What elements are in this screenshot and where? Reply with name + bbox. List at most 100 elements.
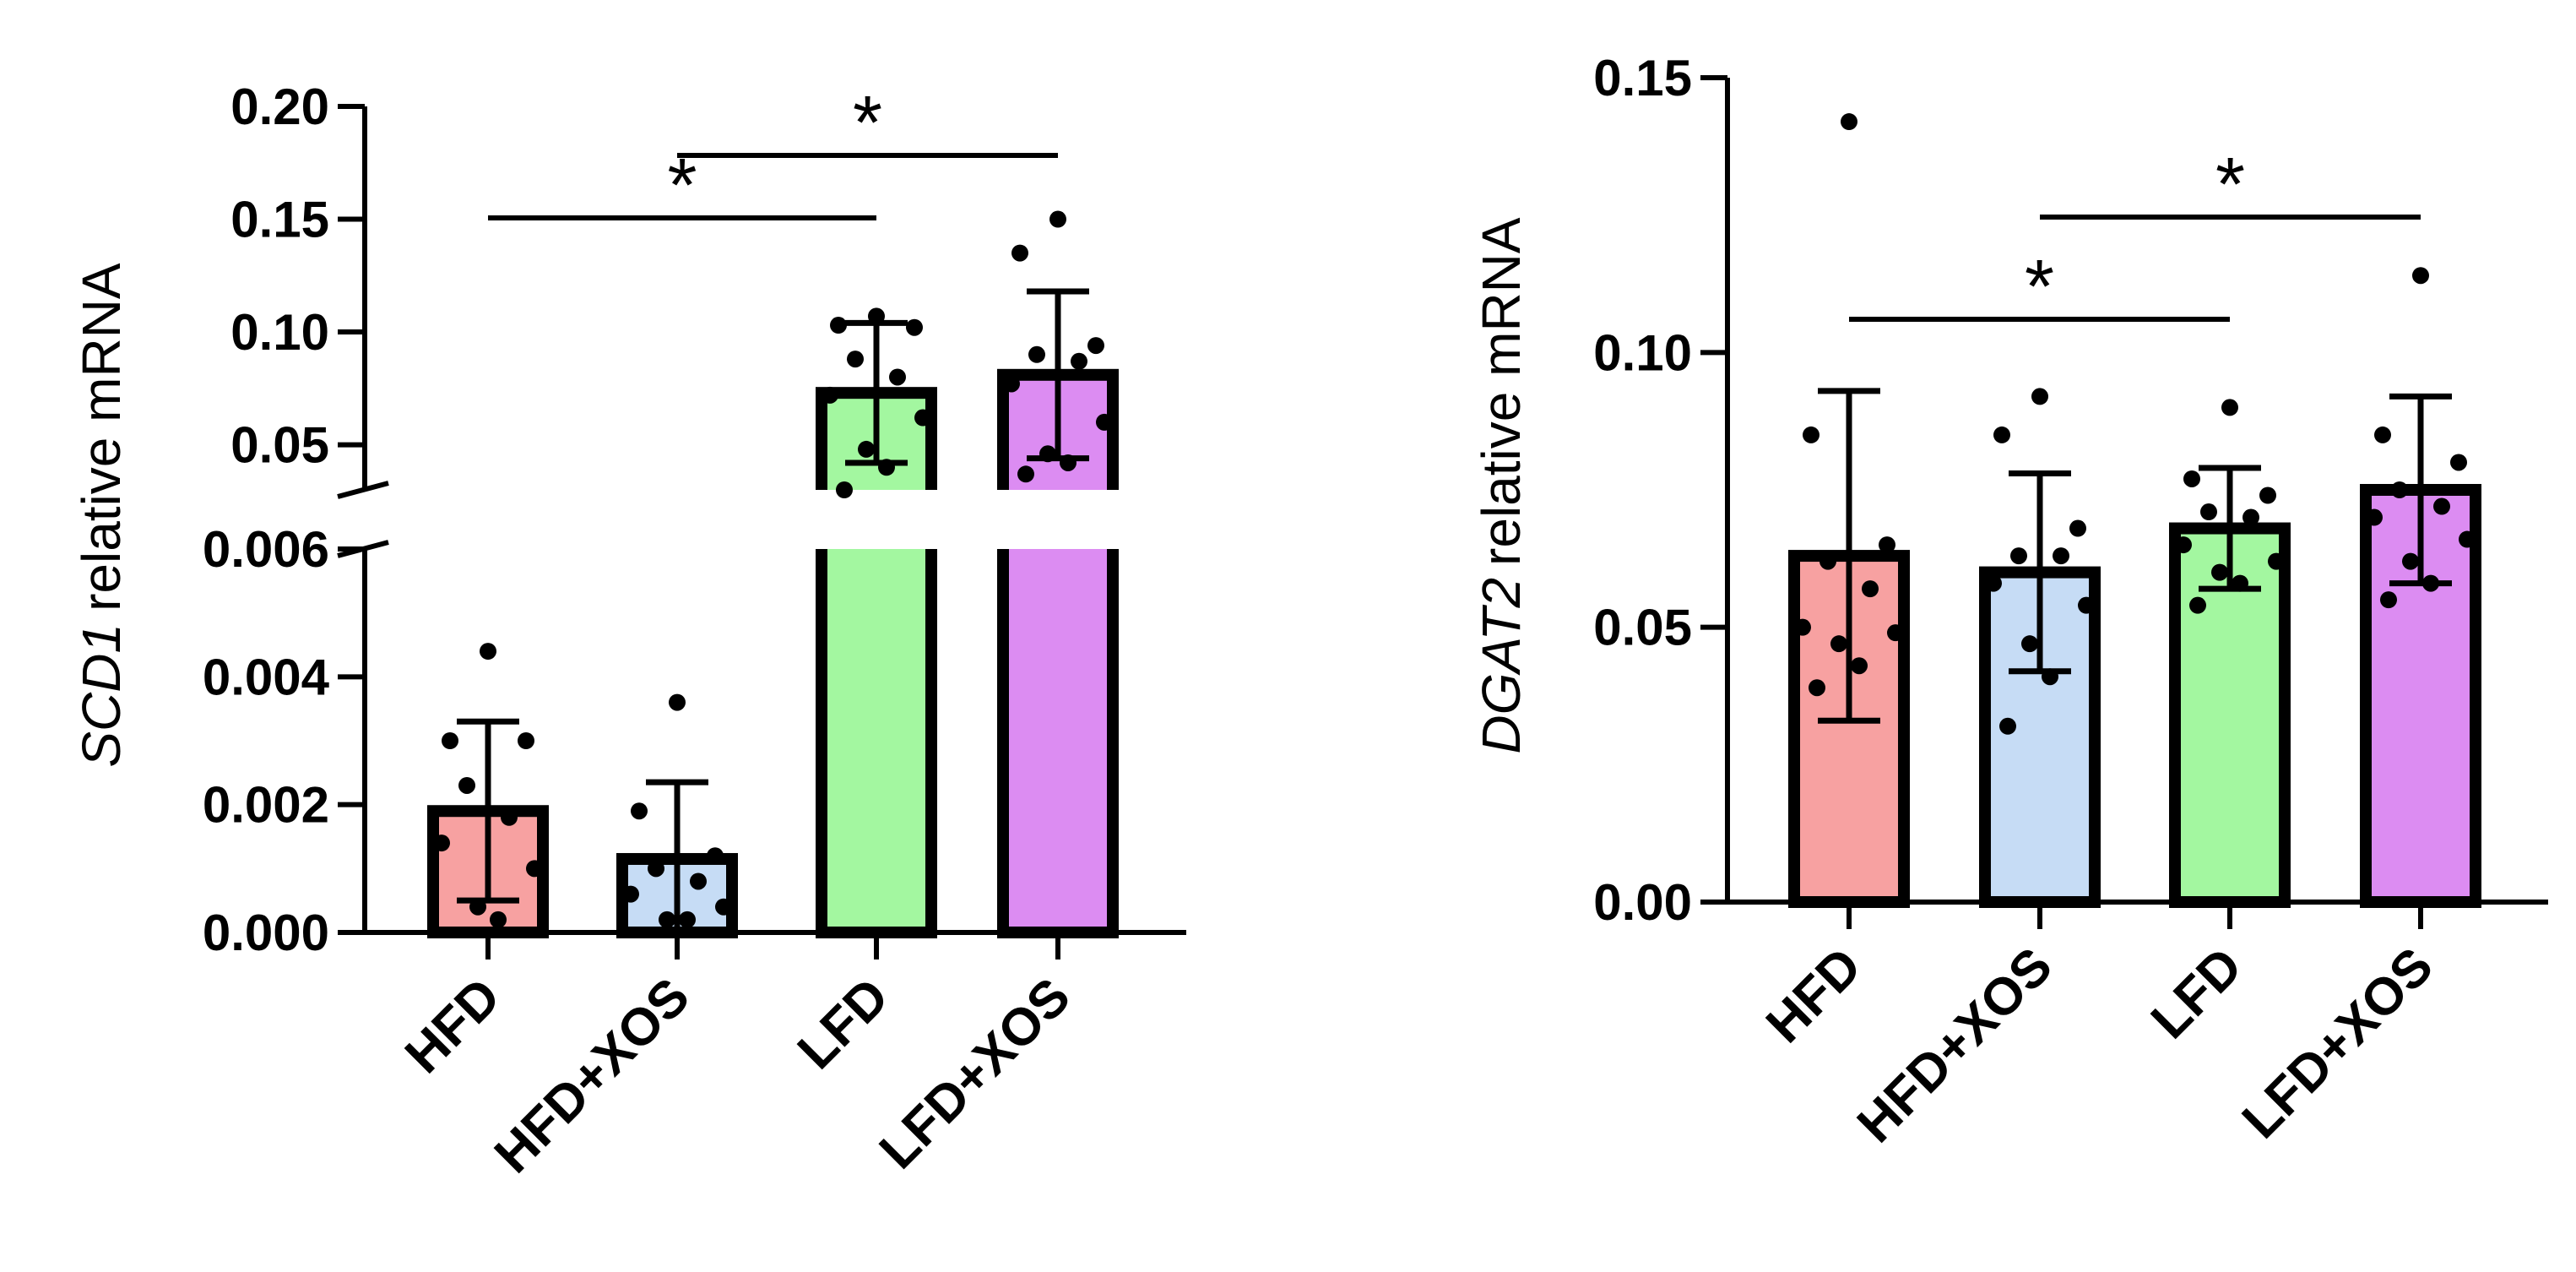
dgat2-data-point: [2175, 536, 2192, 554]
dgat2-data-point: [2031, 388, 2048, 405]
dgat2-data-point: [1993, 426, 2010, 443]
scd1-y-tick-label: 0.15: [230, 192, 329, 248]
dgat2-y-tick-label: 0.00: [1593, 874, 1692, 931]
scd1-axis-break-mark: [337, 481, 389, 499]
dgat2-data-point: [2242, 508, 2259, 526]
scd1-category-label: LFD: [787, 967, 900, 1080]
dgat2-ylabel-rest: relative mRNA: [1471, 217, 1532, 566]
scd1-y-tick-label: 0.10: [230, 304, 329, 361]
scd1-axis-break-gap: [995, 490, 1121, 549]
scd1-data-point: [715, 898, 732, 916]
scd1-category-label: HFD+XOS: [484, 967, 701, 1184]
scd1-data-point: [679, 911, 696, 928]
dgat2-data-point: [2078, 596, 2095, 614]
scd1-data-point: [458, 776, 475, 794]
dgat2-data-point: [1803, 426, 1819, 443]
scd1-data-point: [648, 860, 664, 878]
scd1-chart: SCD1 relative mRNA 0.000 0.002 0.004 0.006 0.…: [71, 79, 1186, 1184]
dgat2-data-point: [2200, 503, 2217, 521]
dgat2-data-point: [2232, 574, 2248, 592]
dgat2-data-point: [2433, 497, 2450, 515]
scd1-y-tick-label: 0.000: [203, 905, 329, 961]
dgat2-data-point: [2374, 426, 2391, 443]
dgat2-data-point: [2380, 591, 2397, 609]
dgat2-data-point: [2189, 596, 2206, 614]
scd1-data-point: [1049, 210, 1066, 228]
scd1-axis-break-gap: [813, 490, 940, 549]
dgat2-data-point: [2053, 547, 2069, 565]
dgat2-y-tick-label: 0.15: [1593, 50, 1692, 106]
dgat2-data-point: [2042, 668, 2058, 686]
scd1-data-point: [868, 307, 885, 325]
scd1-data-point: [1028, 345, 1045, 363]
scd1-data-point: [659, 911, 675, 928]
scd1-data-point: [889, 368, 906, 386]
dgat2-data-point: [2221, 399, 2238, 416]
scd1-data-point: [878, 459, 895, 476]
dgat2-category-label: LFD: [2140, 937, 2253, 1050]
scd1-data-point: [1003, 375, 1020, 393]
scd1-y-tick-label: 0.20: [230, 79, 329, 135]
dgat2-data-point: [2422, 574, 2439, 592]
scd1-axis-break-gap: [614, 490, 740, 549]
scd1-data-point: [707, 847, 724, 865]
dgat2-data-point: [2268, 552, 2285, 570]
scd1-y-tick-label: 0.006: [203, 521, 329, 578]
dgat2-data-point: [1879, 536, 1895, 554]
scd1-axis-break-gap: [425, 490, 551, 549]
scd1-data-point: [1096, 413, 1113, 431]
scd1-data-point: [480, 643, 496, 660]
scd1-y-axis-label: SCD1 relative mRNA: [71, 263, 132, 768]
dgat2-data-point: [2459, 530, 2476, 548]
dgat2-significance-star: *: [2215, 143, 2245, 227]
scd1-data-point: [622, 885, 639, 903]
dgat2-significance-star: *: [2025, 245, 2054, 329]
dgat2-data-point: [2010, 547, 2027, 565]
dgat2-data-point: [2021, 635, 2038, 653]
dgat2-data-point: [2211, 563, 2228, 581]
scd1-data-point: [836, 481, 853, 498]
dgat2-data-point: [1819, 552, 1836, 570]
scd1-y-tick-label: 0.002: [203, 777, 329, 834]
scd1-data-point: [631, 802, 648, 820]
dgat2-data-point: [1851, 657, 1868, 675]
dgat2-y-tick-label: 0.10: [1593, 324, 1692, 381]
scd1-data-point: [914, 409, 931, 427]
dgat2-gene-name: DGAT2: [1471, 578, 1532, 754]
scd1-y-tick-label: 0.004: [203, 649, 330, 705]
scd1-data-point: [1011, 244, 1028, 262]
dgat2-category-label: HFD: [1755, 937, 1873, 1054]
scd1-axis-break-mark: [337, 540, 389, 558]
scd1-data-point: [1060, 454, 1076, 471]
scd1-data-point: [669, 693, 686, 711]
scd1-data-point: [442, 732, 458, 749]
dgat2-data-point: [2391, 481, 2408, 498]
scd1-data-point: [490, 911, 507, 928]
dgat2-data-point: [1794, 618, 1811, 636]
dgat2-category-label: LFD+XOS: [2232, 937, 2444, 1150]
dgat2-data-point: [1887, 624, 1904, 642]
scd1-data-point: [501, 808, 518, 826]
scd1-data-point: [1039, 445, 1056, 463]
dgat2-data-point: [2366, 508, 2383, 526]
dgat2-data-point: [2450, 454, 2467, 471]
scd1-category-label: HFD: [394, 967, 512, 1084]
scd1-data-point: [822, 386, 838, 404]
dgat2-data-point: [2259, 487, 2276, 504]
scd1-data-point: [433, 834, 450, 852]
scd1-data-point: [1087, 337, 1104, 355]
scd1-data-point: [858, 440, 875, 458]
scd1-data-point: [469, 898, 486, 916]
scd1-data-point: [1071, 352, 1087, 370]
dgat2-y-tick-label: 0.05: [1593, 600, 1692, 656]
dgat2-data-point: [1985, 574, 2002, 592]
scd1-ylabel-rest: relative mRNA: [71, 263, 132, 612]
dgat2-y-axis-label: DGAT2 relative mRNA: [1471, 217, 1532, 753]
dgat2-data-point: [2402, 552, 2419, 570]
dgat2-data-point: [2412, 267, 2429, 285]
scd1-data-point: [847, 351, 864, 368]
dgat2-data-point: [1862, 580, 1879, 598]
dgat2-data-point: [2069, 519, 2086, 537]
scd1-y-tick-label: 0.05: [230, 417, 329, 474]
